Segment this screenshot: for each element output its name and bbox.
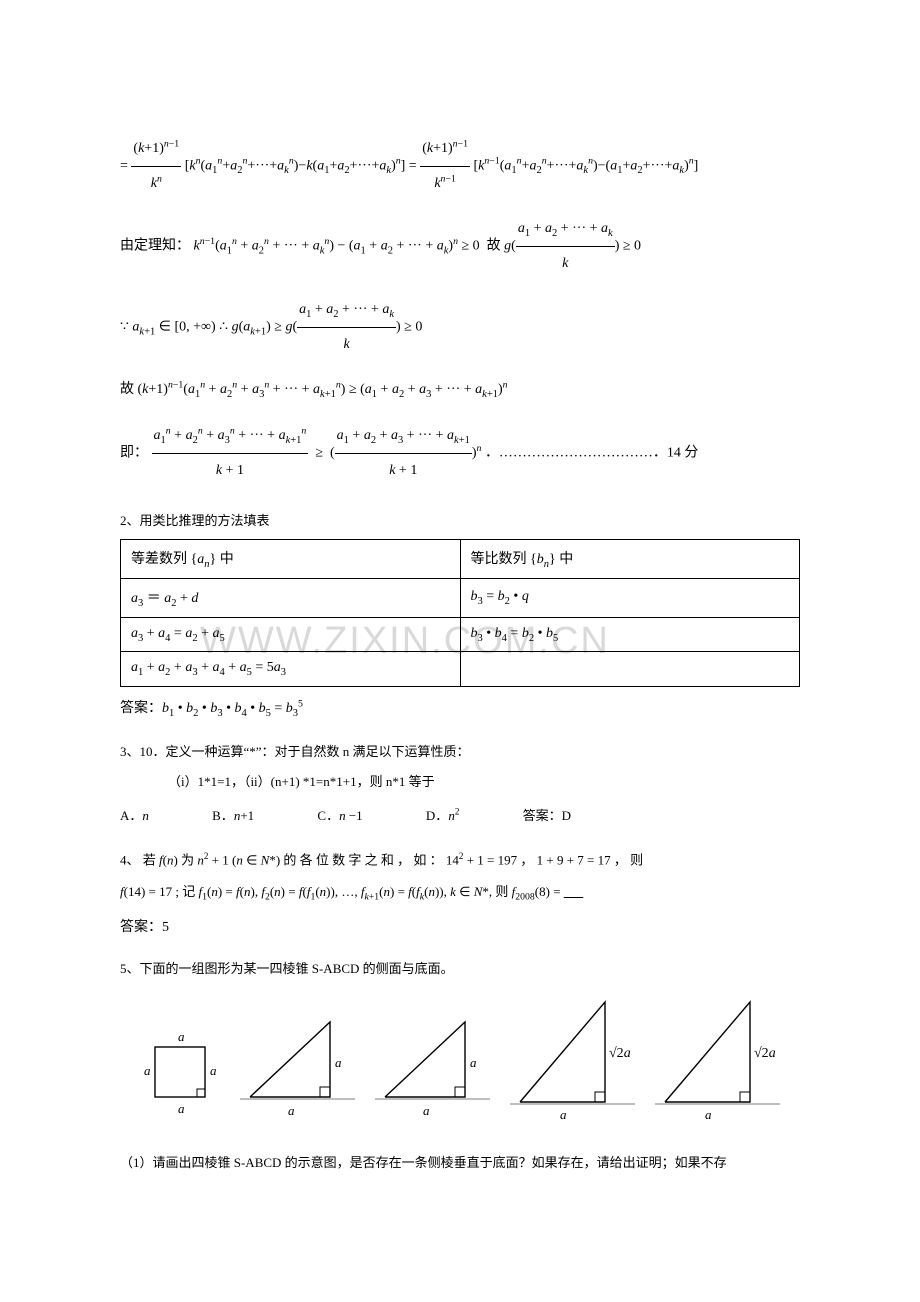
svg-text:√2a: √2a bbox=[754, 1046, 776, 1061]
shape-square: a a a a bbox=[130, 1017, 230, 1127]
table-row: 等差数列 {an} 中 等比数列 {bn} 中 bbox=[121, 539, 800, 578]
svg-text:a: a bbox=[560, 1107, 567, 1122]
q4-line1: 4、 若 f(n) 为 n2 + 1 (n ∈ N*) 的 各 位 数 字 之 … bbox=[120, 848, 800, 872]
svg-text:√2a: √2a bbox=[609, 1046, 631, 1061]
equation-line-5: 即： a1n + a2n + a3n + ··· + ak+1nk + 1 ≥ … bbox=[120, 419, 800, 488]
q2-answer: 答案：b1 • b2 • b3 • b4 • b5 = b35 bbox=[120, 697, 800, 719]
shape-triangle-large-2: √2a a bbox=[650, 997, 790, 1127]
q3-choices: A．n B．n+1 C．n −1 D．n2 答案：D bbox=[120, 805, 800, 824]
q4-line2: f(14) = 17 ; 记 f1(n) = f(n), f2(n) = f(f… bbox=[120, 880, 800, 906]
shape-triangle-large-1: √2a a bbox=[505, 997, 645, 1127]
q3-heading: 3、10．定义一种运算“*”：对于自然数 n 满足以下运算性质： bbox=[120, 741, 800, 760]
q2-heading: 2、用类比推理的方法填表 bbox=[120, 510, 800, 529]
q3-line2: （i）1*1=1，（ii）(n+1) *1=n*1+1，则 n*1 等于 bbox=[120, 770, 800, 793]
table-cell: b3 = b2 • q bbox=[460, 578, 800, 617]
svg-text:a: a bbox=[178, 1029, 185, 1044]
svg-text:a: a bbox=[210, 1063, 217, 1078]
equation-line-3: ∵ ak+1 ∈ [0, +∞) ∴ g(ak+1) ≥ g(a1 + a2 +… bbox=[120, 293, 800, 362]
table-cell: 等差数列 {an} 中 bbox=[121, 539, 461, 578]
q5-heading: 5、下面的一组图形为某一四棱锥 S-ABCD 的侧面与底面。 bbox=[120, 958, 800, 977]
svg-text:a: a bbox=[705, 1107, 712, 1122]
shape-triangle-small-2: a a bbox=[370, 1007, 500, 1127]
table-row: a3 + a4 = a2 + a5 b3 • b4 = b2 • b5 bbox=[121, 617, 800, 652]
analogy-table: 等差数列 {an} 中 等比数列 {bn} 中 a3 ＝ a2 + d b3 =… bbox=[120, 539, 800, 687]
table-row: a1 + a2 + a3 + a4 + a5 = 5a3 bbox=[121, 652, 800, 687]
table-cell: a3 + a4 = a2 + a5 bbox=[121, 617, 461, 652]
svg-text:a: a bbox=[470, 1055, 477, 1070]
table-cell: a3 ＝ a2 + d bbox=[121, 578, 461, 617]
equation-line-1: = (k+1)n−1kn [kn(a1n+a2n+···+akn)−k(a1+a… bbox=[120, 132, 800, 200]
q5-sub1: （1）请画出四棱锥 S-ABCD 的示意图，是否存在一条侧棱垂直于底面？如果存在… bbox=[120, 1151, 800, 1174]
q3-answer: 答案：D bbox=[523, 805, 571, 824]
table-cell: 等比数列 {bn} 中 bbox=[460, 539, 800, 578]
choice-c: C．n −1 bbox=[317, 805, 362, 824]
equation-line-4: 故 (k+1)n−1(a1n + a2n + a3n + ··· + ak+1n… bbox=[120, 373, 800, 407]
svg-text:a: a bbox=[288, 1103, 295, 1118]
shapes-row: a a a a a a a a √2a a bbox=[120, 997, 800, 1127]
svg-text:a: a bbox=[335, 1055, 342, 1070]
shape-triangle-small-1: a a bbox=[235, 1007, 365, 1127]
svg-text:a: a bbox=[144, 1063, 151, 1078]
table-row: a3 ＝ a2 + d b3 = b2 • q bbox=[121, 578, 800, 617]
table-cell: b3 • b4 = b2 • b5 bbox=[460, 617, 800, 652]
choice-b: B．n+1 bbox=[212, 805, 254, 824]
choice-d: D．n2 bbox=[426, 805, 459, 824]
choice-a: A．n bbox=[120, 805, 149, 824]
svg-text:a: a bbox=[178, 1101, 185, 1116]
table-cell bbox=[460, 652, 800, 687]
equation-line-2: 由定理知： kn−1(a1n + a2n + ··· + akn) − (a1 … bbox=[120, 212, 800, 281]
svg-text:a: a bbox=[423, 1103, 430, 1118]
q4-answer: 答案：5 bbox=[120, 916, 800, 936]
table-cell: a1 + a2 + a3 + a4 + a5 = 5a3 bbox=[121, 652, 461, 687]
